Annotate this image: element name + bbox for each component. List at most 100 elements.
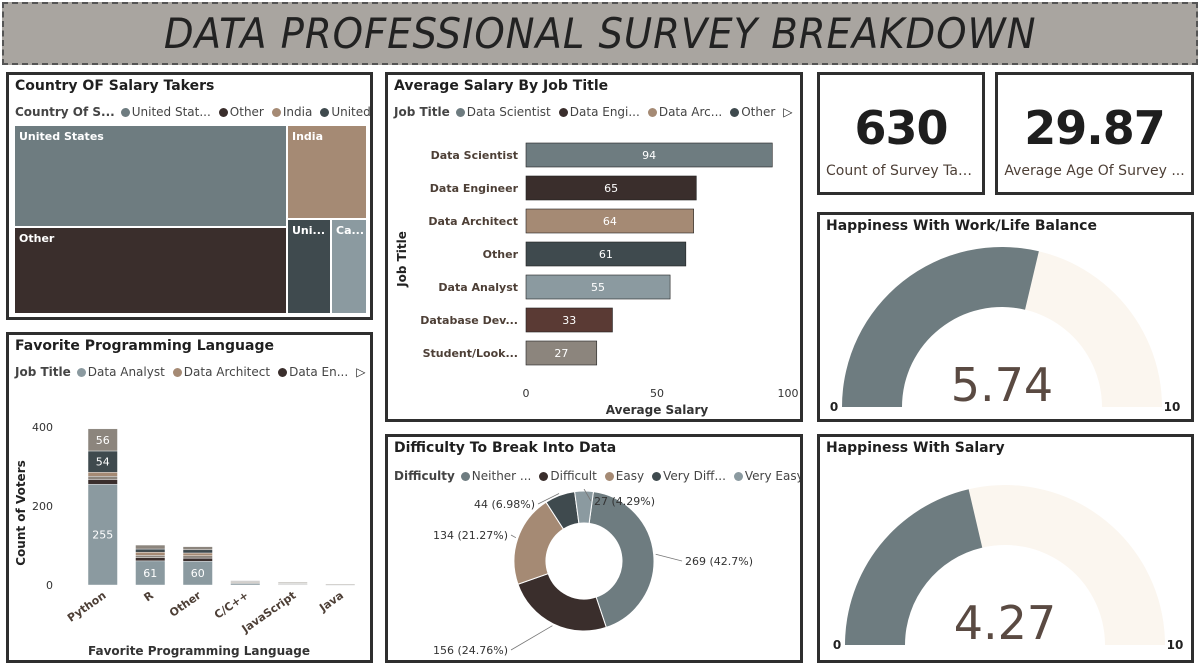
language-bar-segment[interactable] xyxy=(325,584,356,586)
language-bar-segment[interactable] xyxy=(87,483,118,586)
gauge-fill[interactable] xyxy=(845,489,983,645)
leader-line xyxy=(537,493,560,505)
legend-item-other[interactable]: Other xyxy=(730,105,775,119)
language-bar-segment[interactable] xyxy=(135,555,166,558)
salary-bar[interactable] xyxy=(525,208,694,234)
treemap-cell-label: Ca... xyxy=(336,224,365,237)
legend-item-data-engineer[interactable]: Data Engi... xyxy=(558,105,640,119)
legend-scroll-arrow-icon[interactable]: ▷ xyxy=(783,105,793,119)
salary-legend: Job Title Data Scientist Data Engi... Da… xyxy=(394,105,793,119)
worklife-gauge-title: Happiness With Work/Life Balance xyxy=(826,218,1097,234)
x-tick-label: 50 xyxy=(650,387,664,400)
data-label: 44 (6.98%) xyxy=(474,498,535,511)
treemap-cell-other[interactable]: Other xyxy=(14,227,287,314)
legend-item-difficult[interactable]: Difficult xyxy=(539,469,597,483)
legend-item-easy[interactable]: Easy xyxy=(604,469,644,483)
salary-bar[interactable] xyxy=(525,241,687,267)
salary-bar[interactable] xyxy=(525,340,598,366)
language-stacked-bar-chart[interactable]: Count of Voters 0 200 400 255 54 56 Python 61 R 60… xyxy=(9,383,370,661)
language-card[interactable]: Favorite Programming Language Job Title … xyxy=(6,332,373,663)
legend-item-data-architect[interactable]: Data Arc... xyxy=(647,105,722,119)
data-label: 56 xyxy=(96,434,110,447)
language-bar-segment[interactable] xyxy=(87,479,118,485)
donut-slice[interactable] xyxy=(517,572,607,632)
kpi-survey-count-card[interactable]: 630 Count of Survey Tak... xyxy=(817,72,985,195)
legend-item-other[interactable]: Other xyxy=(218,105,264,119)
salary-bar[interactable] xyxy=(525,175,697,201)
language-bar-segment[interactable] xyxy=(135,544,166,550)
salary-card-title: Average Salary By Job Title xyxy=(394,78,609,94)
salary-bar[interactable] xyxy=(525,142,773,168)
legend-item-data-scientist[interactable]: Data Scientist xyxy=(455,105,551,119)
leader-line xyxy=(655,553,683,562)
legend-item-india[interactable]: India xyxy=(271,105,312,119)
category-label: C/C++ xyxy=(212,589,251,622)
language-bar-segment[interactable] xyxy=(182,552,213,556)
legend-item-data-analyst[interactable]: Data Analyst xyxy=(76,365,165,379)
language-bar-segment[interactable] xyxy=(182,546,213,551)
kpi-average-age-card[interactable]: 29.87 Average Age Of Survey ... xyxy=(995,72,1194,195)
treemap-cell-united-kingdom[interactable]: Uni... xyxy=(287,219,331,314)
treemap-cell-united-states[interactable]: United States xyxy=(14,125,287,227)
legend-item-united-states[interactable]: United Stat... xyxy=(120,105,211,119)
legend-item-data-architect[interactable]: Data Architect xyxy=(172,365,270,379)
language-bar-segment[interactable] xyxy=(135,548,166,553)
language-bar-segment[interactable] xyxy=(87,472,118,477)
legend-item-data-engineer[interactable]: Data En... xyxy=(278,365,348,379)
donut-slice[interactable] xyxy=(574,490,594,524)
salary-happiness-gauge[interactable]: 4.27 0 10 xyxy=(820,461,1191,661)
difficulty-legend: Difficulty Neither ... Difficult Easy Ve… xyxy=(394,469,800,483)
salary-gauge-card[interactable]: Happiness With Salary 4.27 0 10 xyxy=(817,434,1194,663)
language-bar-segment[interactable] xyxy=(135,557,166,562)
gauge-max-label: 10 xyxy=(1167,638,1184,652)
treemap-cell-canada[interactable]: Ca... xyxy=(331,219,367,314)
legend-dot-icon xyxy=(652,471,662,481)
gauge-min-label: 0 xyxy=(833,638,841,652)
treemap-cell-india[interactable]: India xyxy=(287,125,367,219)
legend-dot-icon xyxy=(733,471,743,481)
worklife-gauge[interactable]: 5.74 0 10 xyxy=(820,239,1191,419)
legend-item-united-kingdom[interactable]: United Ki... xyxy=(320,105,370,119)
x-tick-label: 0 xyxy=(523,387,530,400)
legend-item-very-difficult[interactable]: Very Diff... xyxy=(652,469,726,483)
country-legend-title: Country Of S... xyxy=(15,105,115,119)
legend-dot-icon xyxy=(730,107,740,117)
dashboard-header: DATA PROFESSIONAL SURVEY BREAKDOWN xyxy=(2,2,1198,65)
leader-line xyxy=(510,625,553,651)
legend-scroll-arrow-icon[interactable]: ▷ xyxy=(356,365,366,379)
language-bar-segment[interactable] xyxy=(135,560,166,586)
salary-card[interactable]: Average Salary By Job Title Job Title Da… xyxy=(385,72,803,422)
country-card[interactable]: Country OF Salary Takers Country Of S...… xyxy=(6,72,373,320)
language-bar-segment[interactable] xyxy=(135,551,166,556)
legend-dot-icon xyxy=(76,367,86,377)
salary-bar-chart[interactable]: Job Title Data Scientist 94 Data Engineer 65… xyxy=(388,119,800,419)
language-bar-segment[interactable] xyxy=(230,580,261,582)
language-bar-segment[interactable] xyxy=(182,549,213,554)
data-label: 156 (24.76%) xyxy=(433,644,508,657)
kpi-average-age-value: 29.87 xyxy=(1024,101,1166,155)
legend-dot-icon xyxy=(558,107,568,117)
category-label: Data Architect xyxy=(428,215,518,228)
country-card-title: Country OF Salary Takers xyxy=(15,78,215,94)
salary-bar[interactable] xyxy=(525,307,613,333)
language-bar-segment[interactable] xyxy=(87,476,118,480)
legend-dot-icon xyxy=(120,107,130,117)
difficulty-donut-chart[interactable]: 269 (42.7%) 156 (24.76%) 134 (21.27%) 44 (6… xyxy=(388,489,800,661)
language-bar-segment[interactable] xyxy=(182,555,213,559)
language-bar-segment[interactable] xyxy=(230,583,261,586)
data-label: 27 (4.29%) xyxy=(594,495,655,508)
language-bar-segment[interactable] xyxy=(87,428,118,452)
difficulty-card[interactable]: Difficulty To Break Into Data Difficulty… xyxy=(385,434,803,663)
legend-item-very-easy[interactable]: Very Easy xyxy=(733,469,800,483)
language-bar-segment[interactable] xyxy=(182,557,213,562)
language-bar-segment[interactable] xyxy=(277,582,308,584)
gauge-min-label: 0 xyxy=(830,400,838,414)
y-axis-title: Count of Voters xyxy=(14,460,28,566)
worklife-gauge-card[interactable]: Happiness With Work/Life Balance 5.74 0 10 xyxy=(817,212,1194,422)
legend-item-neither[interactable]: Neither ... xyxy=(460,469,531,483)
donut-slice[interactable] xyxy=(588,491,655,628)
gauge-fill[interactable] xyxy=(842,247,1039,407)
data-label: 94 xyxy=(642,149,656,162)
salary-bar[interactable] xyxy=(525,274,671,300)
dashboard-title: DATA PROFESSIONAL SURVEY BREAKDOWN xyxy=(163,9,1037,58)
